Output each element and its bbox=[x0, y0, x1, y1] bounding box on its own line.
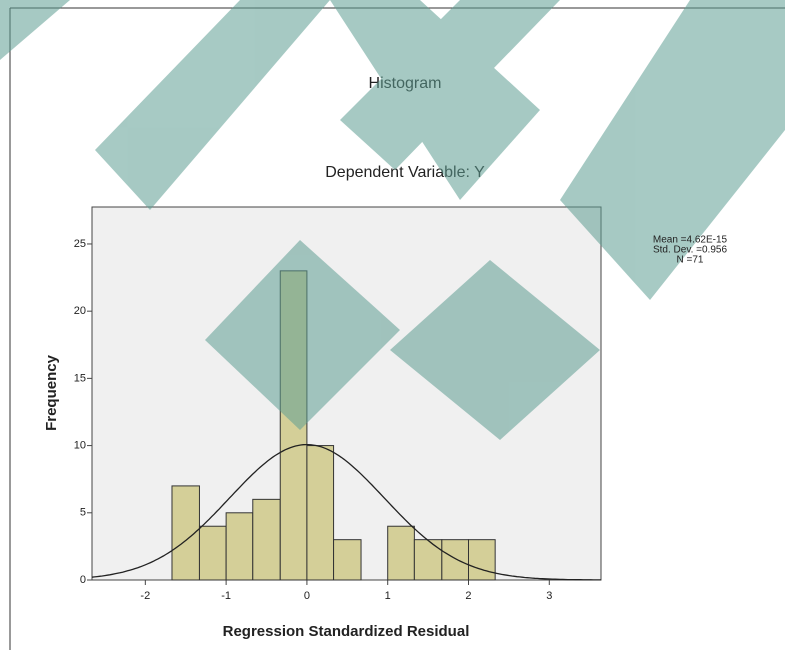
stat-label: Std. Dev. =0.956 bbox=[653, 245, 727, 256]
normal-curve bbox=[91, 443, 601, 581]
bar bbox=[387, 525, 415, 581]
stat-label: Mean =4.62E-15 bbox=[653, 235, 728, 246]
stat-label: N =71 bbox=[677, 255, 704, 266]
watermark bbox=[0, 0, 785, 440]
watermark-shape bbox=[390, 260, 600, 440]
bar bbox=[441, 539, 469, 581]
x-tick-label: -1 bbox=[221, 590, 231, 602]
bar bbox=[252, 498, 281, 581]
watermark-shape bbox=[340, 0, 560, 170]
watermark-shape bbox=[0, 0, 70, 60]
bar bbox=[333, 539, 362, 581]
y-tick-label: 25 bbox=[74, 238, 86, 250]
x-axis-label: Regression Standardized Residual bbox=[223, 623, 470, 640]
bar bbox=[467, 539, 496, 581]
y-axis-label: Frequency bbox=[43, 354, 60, 431]
x-tick-label: 3 bbox=[546, 590, 552, 602]
y-tick-label: 0 bbox=[80, 574, 86, 586]
y-tick-label: 15 bbox=[74, 372, 86, 384]
bar bbox=[413, 539, 443, 581]
watermark-shape bbox=[95, 0, 330, 210]
y-tick-label: 10 bbox=[74, 439, 86, 451]
bar bbox=[306, 445, 335, 581]
y-tick-label: 5 bbox=[80, 507, 86, 519]
bar bbox=[225, 512, 254, 581]
x-tick-label: 0 bbox=[304, 590, 310, 602]
watermark-shape bbox=[560, 0, 785, 300]
y-tick-label: 20 bbox=[74, 305, 86, 317]
x-tick-label: 1 bbox=[385, 590, 391, 602]
watermark-shape bbox=[205, 240, 400, 430]
x-tick-label: 2 bbox=[465, 590, 471, 602]
x-tick-label: -2 bbox=[140, 590, 150, 602]
bar bbox=[198, 525, 227, 581]
